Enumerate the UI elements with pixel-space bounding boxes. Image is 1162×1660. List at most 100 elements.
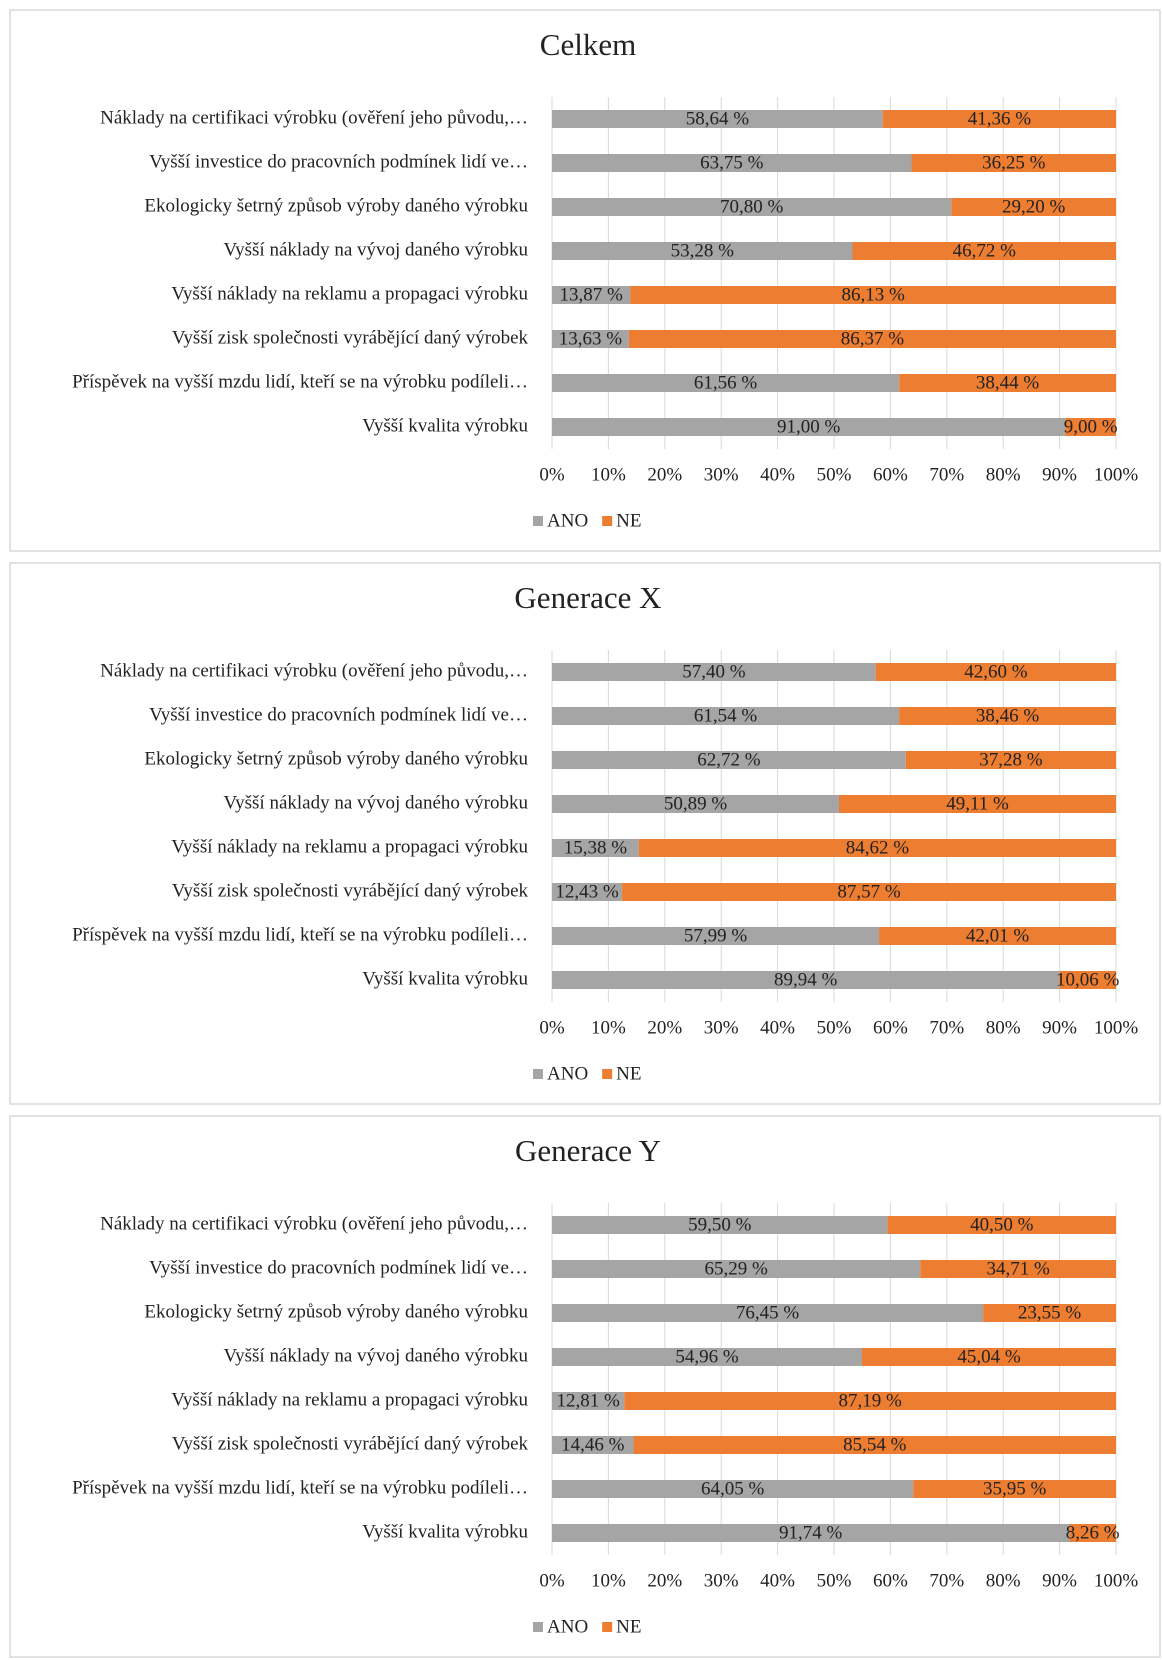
x-tick-label: 20% bbox=[647, 1017, 682, 1038]
x-tick-label: 100% bbox=[1094, 1570, 1139, 1591]
data-label: 58,64 % bbox=[686, 108, 750, 129]
bar-segment bbox=[852, 242, 1116, 260]
x-tick-label: 0% bbox=[539, 464, 565, 485]
category-label: Vyšší náklady na vývoj daného výrobku bbox=[224, 239, 529, 260]
bar-segment bbox=[1059, 971, 1116, 989]
data-label: 86,37 % bbox=[841, 328, 905, 349]
category-label: Vyšší náklady na vývoj daného výrobku bbox=[224, 1345, 529, 1366]
bar-segment bbox=[624, 1392, 1116, 1410]
data-label: 38,46 % bbox=[976, 705, 1040, 726]
bar-segment bbox=[628, 330, 1116, 348]
bar-segment bbox=[875, 663, 1116, 681]
bar-segment bbox=[552, 418, 1066, 436]
chart-panel: Generace Y 0% 10% 20% 30% 40% 50% 60% 70% 80% 90% 1… bbox=[9, 1115, 1161, 1658]
category-label: Vyšší náklady na reklamu a propagaci výr… bbox=[171, 1389, 528, 1410]
data-label: 9,00 % bbox=[1064, 416, 1118, 437]
data-label: 70,80 % bbox=[720, 196, 784, 217]
data-label: 50,89 % bbox=[664, 793, 728, 814]
data-label: 85,54 % bbox=[843, 1434, 907, 1455]
data-label: 76,45 % bbox=[736, 1302, 800, 1323]
bar-segment bbox=[920, 1260, 1116, 1278]
bar-segment bbox=[879, 927, 1116, 945]
data-label: 84,62 % bbox=[846, 837, 910, 858]
bar-segment bbox=[552, 242, 853, 260]
x-tick-label: 70% bbox=[929, 464, 964, 485]
data-label: 45,04 % bbox=[957, 1346, 1021, 1367]
bar-segment bbox=[552, 1216, 888, 1234]
category-label: Náklady na certifikaci výrobku (ověření … bbox=[100, 660, 528, 681]
chart-panel: Generace X 0% 10% 20% 30% 40% 50% 60% 70% 80% 90% 1… bbox=[9, 562, 1161, 1105]
data-label: 13,63 % bbox=[559, 328, 623, 349]
legend-label: ANO bbox=[547, 1063, 588, 1084]
x-tick-label: 20% bbox=[647, 1570, 682, 1591]
data-label: 12,81 % bbox=[556, 1390, 620, 1411]
bar-segment bbox=[552, 1348, 862, 1366]
data-label: 61,56 % bbox=[694, 372, 758, 393]
x-tick-label: 30% bbox=[704, 1017, 739, 1038]
data-label: 42,60 % bbox=[964, 661, 1028, 682]
data-label: 89,94 % bbox=[774, 969, 838, 990]
x-tick-label: 50% bbox=[817, 464, 852, 485]
legend-label: ANO bbox=[547, 1616, 588, 1637]
bar-segment bbox=[552, 1524, 1070, 1542]
bar-segment bbox=[899, 707, 1116, 725]
legend-swatch bbox=[533, 1069, 543, 1079]
bar-segment bbox=[1065, 418, 1116, 436]
legend-swatch bbox=[602, 1622, 613, 1632]
x-tick-label: 60% bbox=[873, 1017, 908, 1038]
category-label: Náklady na certifikaci výrobku (ověření … bbox=[100, 107, 528, 128]
bar-segment bbox=[633, 1436, 1116, 1454]
x-tick-label: 10% bbox=[591, 1017, 626, 1038]
category-label: Vyšší investice do pracovních podmínek l… bbox=[149, 151, 528, 172]
category-label: Vyšší investice do pracovních podmínek l… bbox=[149, 1257, 528, 1278]
data-label: 35,95 % bbox=[983, 1478, 1047, 1499]
bar-segment bbox=[552, 374, 900, 392]
bar-segment bbox=[552, 154, 912, 172]
bar-segment bbox=[552, 1260, 921, 1278]
category-label: Vyšší náklady na vývoj daného výrobku bbox=[224, 792, 529, 813]
data-label: 91,00 % bbox=[777, 416, 841, 437]
bar-segment bbox=[622, 883, 1116, 901]
panel-frame bbox=[9, 562, 1161, 1105]
x-tick-label: 80% bbox=[986, 464, 1021, 485]
bar-segment bbox=[951, 198, 1116, 216]
data-label: 87,19 % bbox=[838, 1390, 902, 1411]
bar-segment bbox=[552, 839, 639, 857]
category-label: Vyšší zisk společnosti vyrábějící daný v… bbox=[172, 1433, 529, 1454]
x-tick-label: 20% bbox=[647, 464, 682, 485]
bar-segment bbox=[552, 707, 900, 725]
legend-label: NE bbox=[616, 1616, 641, 1637]
bar-segment bbox=[899, 374, 1116, 392]
data-label: 61,54 % bbox=[694, 705, 758, 726]
category-label: Vyšší investice do pracovních podmínek l… bbox=[149, 704, 528, 725]
x-tick-label: 70% bbox=[929, 1570, 964, 1591]
data-label: 8,26 % bbox=[1066, 1522, 1120, 1543]
data-label: 42,01 % bbox=[966, 925, 1030, 946]
data-label: 65,29 % bbox=[704, 1258, 768, 1279]
category-label: Vyšší kvalita výrobku bbox=[362, 415, 528, 436]
x-tick-label: 0% bbox=[539, 1570, 565, 1591]
data-label: 63,75 % bbox=[700, 152, 764, 173]
data-label: 49,11 % bbox=[946, 793, 1009, 814]
category-label: Vyšší náklady na reklamu a propagaci výr… bbox=[171, 283, 528, 304]
bar-segment bbox=[552, 927, 880, 945]
bar-segment bbox=[882, 110, 1116, 128]
x-tick-label: 60% bbox=[873, 464, 908, 485]
x-tick-label: 50% bbox=[817, 1570, 852, 1591]
bar-segment bbox=[913, 1480, 1116, 1498]
bar-segment bbox=[552, 330, 629, 348]
bar-segment bbox=[552, 1304, 984, 1322]
data-label: 87,57 % bbox=[837, 881, 901, 902]
category-label: Ekologicky šetrný způsob výroby daného v… bbox=[144, 748, 528, 769]
bar-segment bbox=[983, 1304, 1116, 1322]
bar-segment bbox=[905, 751, 1116, 769]
category-label: Vyšší náklady na reklamu a propagaci výr… bbox=[171, 836, 528, 857]
data-label: 62,72 % bbox=[697, 749, 761, 770]
data-label: 12,43 % bbox=[555, 881, 619, 902]
bar-segment bbox=[552, 795, 840, 813]
category-label: Vyšší kvalita výrobku bbox=[362, 968, 528, 989]
legend-label: NE bbox=[616, 1063, 641, 1084]
chart-title: Celkem bbox=[540, 27, 636, 62]
data-label: 13,87 % bbox=[559, 284, 623, 305]
